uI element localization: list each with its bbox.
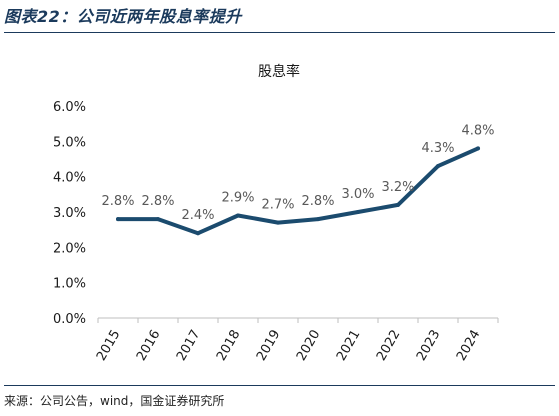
- title-divider: [4, 32, 555, 33]
- x-axis-ticks: [97, 318, 499, 323]
- data-label: 2.9%: [221, 191, 254, 206]
- data-point: [276, 220, 280, 225]
- data-point: [396, 202, 400, 207]
- y-tick-label: 4.0%: [53, 171, 86, 186]
- y-tick-label: 6.0%: [53, 100, 86, 115]
- y-tick-label: 5.0%: [53, 135, 86, 150]
- data-label: 4.8%: [461, 123, 494, 138]
- data-point: [436, 164, 440, 169]
- data-point: [476, 146, 480, 151]
- data-point: [156, 217, 160, 222]
- x-tick-label: 2021: [334, 328, 364, 364]
- data-point: [316, 217, 320, 222]
- data-point: [356, 210, 360, 214]
- data-point: [196, 231, 200, 236]
- y-axis: 0.0% 1.0% 2.0% 3.0% 4.0% 5.0% 6.0%: [53, 100, 86, 327]
- x-tick-label: 2022: [374, 328, 404, 364]
- x-tick-label: 2020: [294, 328, 324, 364]
- series-line: [116, 146, 480, 236]
- data-point: [236, 213, 240, 218]
- y-tick-label: 2.0%: [53, 241, 86, 256]
- series-layer: [116, 146, 480, 236]
- x-tick-label: 2024: [454, 328, 484, 364]
- data-label: 3.2%: [381, 180, 414, 195]
- x-tick-label: 2018: [214, 328, 244, 364]
- data-labels: 2.8% 2.8% 2.4% 2.9% 2.7% 2.8% 3.0% 3.2% 4.3% 4.8%: [101, 123, 494, 223]
- y-tick-label: 3.0%: [53, 206, 86, 221]
- figure-title: 图表22：公司近两年股息率提升: [4, 7, 242, 26]
- data-label: 2.4%: [181, 208, 214, 223]
- x-tick-label: 2019: [254, 328, 284, 364]
- x-tick-label: 2015: [94, 328, 124, 364]
- data-label: 2.7%: [261, 198, 294, 213]
- data-label: 3.0%: [341, 187, 374, 202]
- data-label: 2.8%: [301, 194, 334, 209]
- x-tick-label: 2017: [174, 328, 204, 364]
- x-tick-label: 2016: [134, 328, 164, 364]
- source-divider: [4, 385, 555, 386]
- data-point: [116, 217, 120, 222]
- chart-title: 股息率: [258, 63, 300, 80]
- x-tick-label: 2023: [414, 328, 444, 364]
- y-tick-label: 0.0%: [53, 312, 86, 327]
- source-note: 来源：公司公告，wind，国金证券研究所: [4, 394, 225, 408]
- data-label: 4.3%: [421, 141, 454, 156]
- x-axis: 2015 2016 2017 2018 2019 2020 2021 2022 2023 2024: [94, 328, 484, 364]
- y-tick-label: 1.0%: [53, 277, 86, 292]
- data-label: 2.8%: [101, 194, 134, 209]
- data-label: 2.8%: [141, 194, 174, 209]
